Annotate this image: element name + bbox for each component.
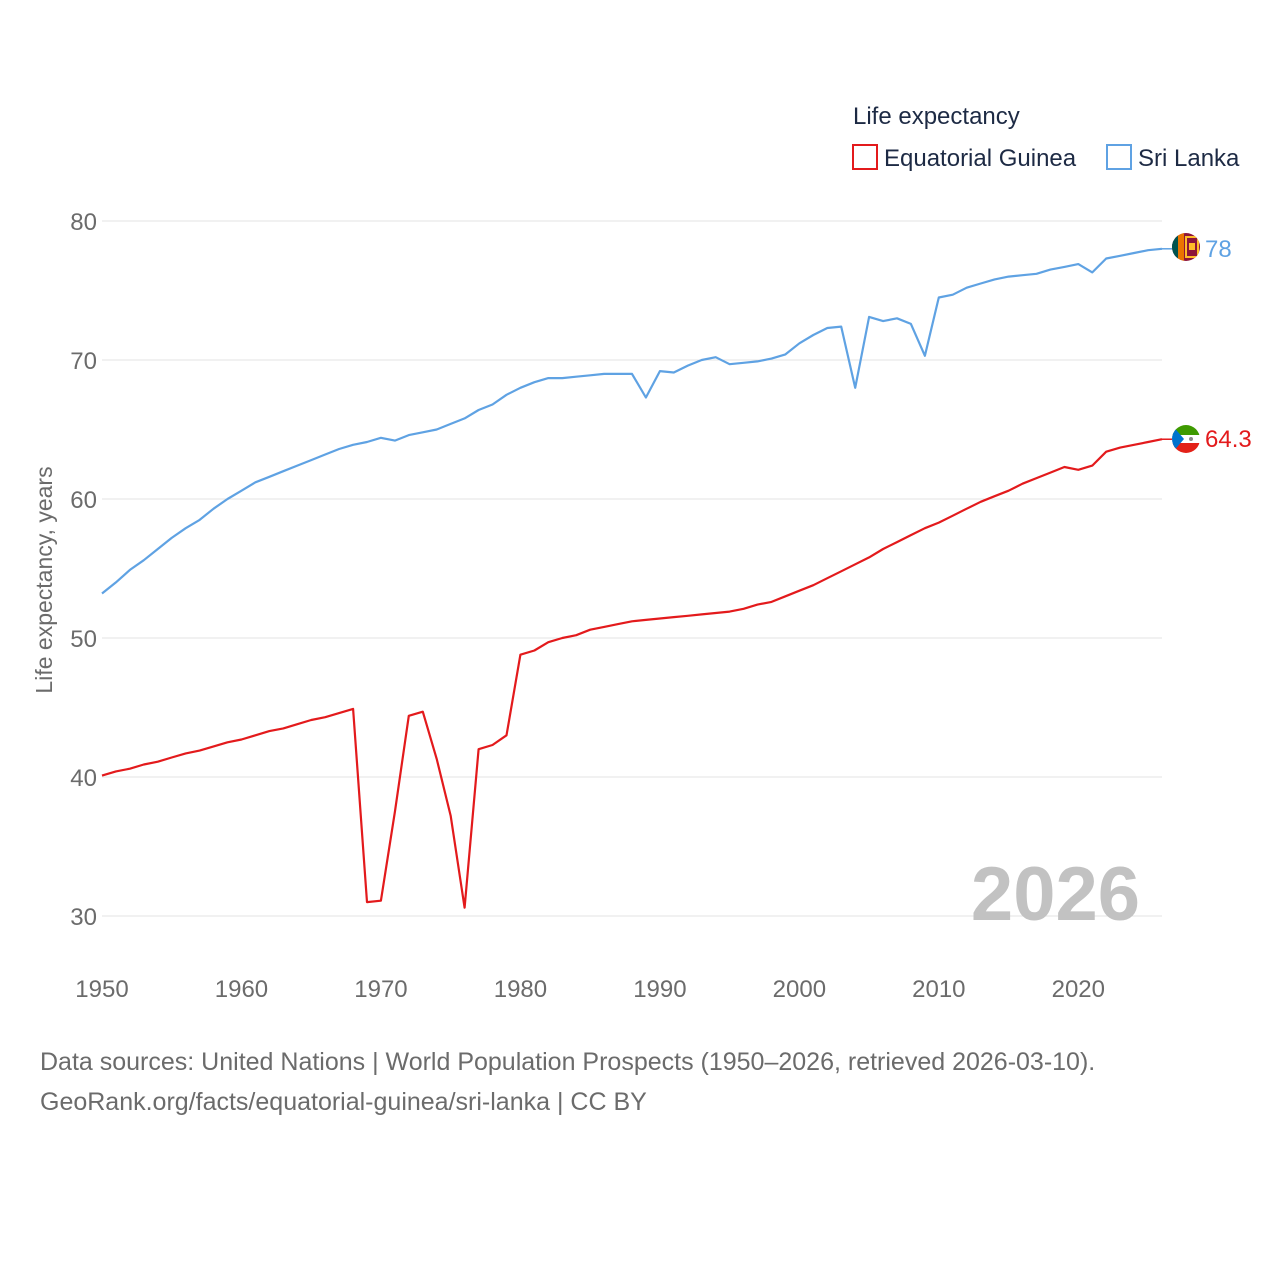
y-axis-ticks: 30 40 50 60 70 80 [70,209,97,931]
x-tick-label: 1970 [354,976,407,1003]
legend-label-equatorial-guinea: Equatorial Guinea [884,145,1077,172]
y-tick-label: 60 [70,487,97,514]
y-tick-label: 80 [70,209,97,236]
x-tick-label: 2000 [773,976,826,1003]
legend-title: Life expectancy [853,103,1020,130]
data-sources-text: Data sources: United Nations | World Pop… [40,1048,1096,1076]
y-tick-label: 40 [70,765,97,792]
x-tick-label: 1990 [633,976,686,1003]
x-axis-ticks: 1950 1960 1970 1980 1990 2000 2010 2020 [75,976,1105,1003]
series-end-labels: 64.3 78 [1162,236,1252,453]
gridlines [102,220,1162,917]
legend-swatch-equatorial-guinea [852,144,878,170]
footer: Data sources: United Nations | World Pop… [40,1042,1240,1122]
y-axis-label: Life expectancy, years [31,466,57,693]
life-expectancy-chart: 30 40 50 60 70 80 1950 1960 1970 1980 1990 2000 201… [31,103,1252,1003]
series-line-equatorial-guinea[interactable] [101,438,1163,909]
x-tick-label: 1950 [75,976,128,1003]
y-tick-label: 50 [70,626,97,653]
y-tick-label: 70 [70,348,97,375]
credit-link[interactable]: GeoRank.org/facts/equatorial-guinea/sri-… [40,1088,647,1116]
series-line-sri-lanka[interactable] [101,247,1163,595]
y-tick-label: 30 [70,904,97,931]
x-tick-label: 2020 [1052,976,1105,1003]
x-tick-label: 1960 [215,976,268,1003]
legend: Life expectancy Equatorial Guinea Sri La… [852,103,1240,172]
x-tick-label: 2010 [912,976,965,1003]
legend-item-sri-lanka[interactable]: Sri Lanka [1106,144,1240,172]
legend-label-sri-lanka: Sri Lanka [1138,145,1240,172]
legend-item-equatorial-guinea[interactable]: Equatorial Guinea [852,144,1077,172]
sri-lanka-flag-icon [1172,233,1200,261]
year-watermark: 2026 [971,852,1140,937]
end-value-label-equatorial-guinea: 64.3 [1205,426,1252,453]
series-lines [101,247,1163,909]
end-value-label-sri-lanka: 78 [1205,236,1232,263]
x-tick-label: 1980 [494,976,547,1003]
legend-swatch-sri-lanka [1106,144,1132,170]
equatorial-guinea-flag-icon [1172,425,1200,453]
